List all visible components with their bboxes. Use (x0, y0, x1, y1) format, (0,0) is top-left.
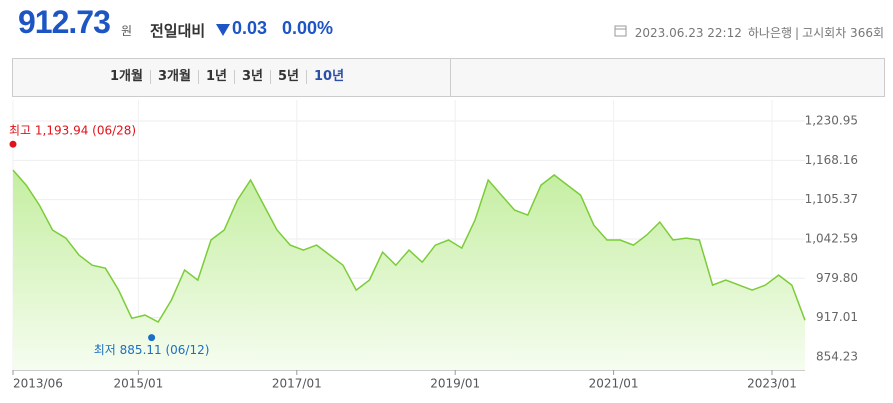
calendar-icon (614, 25, 627, 37)
period-tab[interactable]: 5년 (269, 70, 306, 84)
down-arrow (216, 24, 230, 36)
extreme-label: 최고 1,193.94 (06/28) (9, 124, 136, 138)
x-tick-label: 2021/01 (589, 377, 639, 391)
divider (450, 59, 451, 96)
y-tick-label: 854.23 (816, 349, 858, 363)
x-tick-label: 2019/01 (430, 377, 480, 391)
unit: 원 (121, 24, 133, 38)
y-tick-label: 979.80 (816, 271, 858, 285)
change-pct: 0.00% (282, 18, 334, 38)
period-tabs: 1개월 3개월 1년 3년 5년 10년 (12, 58, 885, 97)
period-tab[interactable]: 3개월 (149, 70, 198, 84)
tab-row: 1개월 3개월 1년 3년 5년 10년 (103, 70, 351, 84)
y-tick-label: 1,105.37 (805, 192, 858, 206)
bank: 하나은행 (747, 26, 793, 40)
change-label: 전일대비 (150, 22, 206, 40)
header: 912.73 원 전일대비 0.03 0.00% 2023.06.23 22:1… (0, 0, 893, 52)
extreme-point (148, 334, 156, 342)
period-tab[interactable]: 1개월 (110, 69, 143, 84)
chart: 1,230.95 1,168.16 1,105.37 1,042.59 979.80 91… (9, 100, 858, 391)
period-tab[interactable]: 1년 (197, 70, 234, 84)
extreme-label: 최저 885.11 (06/12) (94, 343, 210, 357)
y-tick-label: 1,042.59 (805, 231, 858, 245)
x-tick-label: 2013/06 (13, 377, 63, 391)
x-tick-label: 2015/01 (113, 377, 163, 391)
price: 912.73 (18, 4, 111, 40)
x-tick-label: 2017/01 (272, 377, 322, 391)
line (12, 169, 806, 323)
y-tick-label: 917.01 (816, 310, 858, 324)
period-tab[interactable]: 10년 (305, 70, 351, 84)
round: 고시회차 366회 (802, 26, 884, 40)
period-tab[interactable]: 3년 (233, 70, 270, 84)
meta: 2023.06.23 22:12 하나은행 | 고시회차 366회 (614, 24, 887, 41)
x-tick-label: 2023/01 (747, 377, 797, 391)
date: 2023.06.23 22:12 (634, 26, 742, 40)
y-tick-label: 1,168.16 (805, 153, 858, 167)
y-tick-label: 1,230.95 (805, 114, 858, 128)
area (13, 170, 805, 370)
change: 0.03 (232, 18, 268, 38)
extreme-point (9, 140, 17, 148)
